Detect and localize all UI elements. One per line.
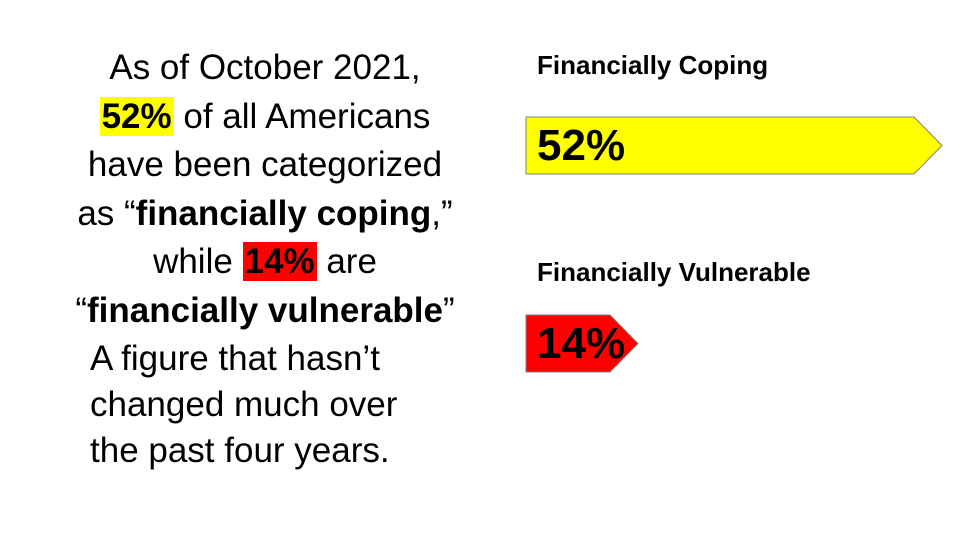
sub-line-3: the past four years.: [90, 431, 390, 470]
statement-line-4: as “financially coping,”: [77, 193, 453, 233]
bar-vulnerable: [525, 314, 639, 373]
sub-statement: A figure that hasn’t changed much over t…: [90, 336, 490, 474]
bar-label-coping: Financially Coping: [537, 50, 769, 80]
coping-percent-highlight: 52%: [99, 96, 174, 136]
bar-coping: [525, 116, 943, 175]
main-statement: As of October 2021, 52% of all Americans…: [40, 44, 490, 335]
sub-line-1: A figure that hasn’t: [90, 339, 380, 378]
bar-value-coping: 52%: [537, 121, 626, 170]
statement-line-2: 52% of all Americans: [99, 96, 431, 136]
vulnerable-percent-highlight: 14%: [242, 242, 317, 281]
statement-line-6: “financially vulnerable”: [75, 290, 455, 330]
bar-value-vulnerable: 14%: [537, 319, 626, 368]
financially-coping-term: financially coping: [135, 193, 432, 233]
sub-line-2: changed much over: [90, 385, 398, 424]
financially-vulnerable-term: financially vulnerable: [87, 290, 443, 330]
statement-line-5: while 14% are: [153, 242, 377, 281]
bar-label-vulnerable: Financially Vulnerable: [537, 257, 811, 287]
statement-line-1: As of October 2021,: [109, 48, 421, 87]
statement-line-3: have been categorized: [87, 145, 443, 184]
